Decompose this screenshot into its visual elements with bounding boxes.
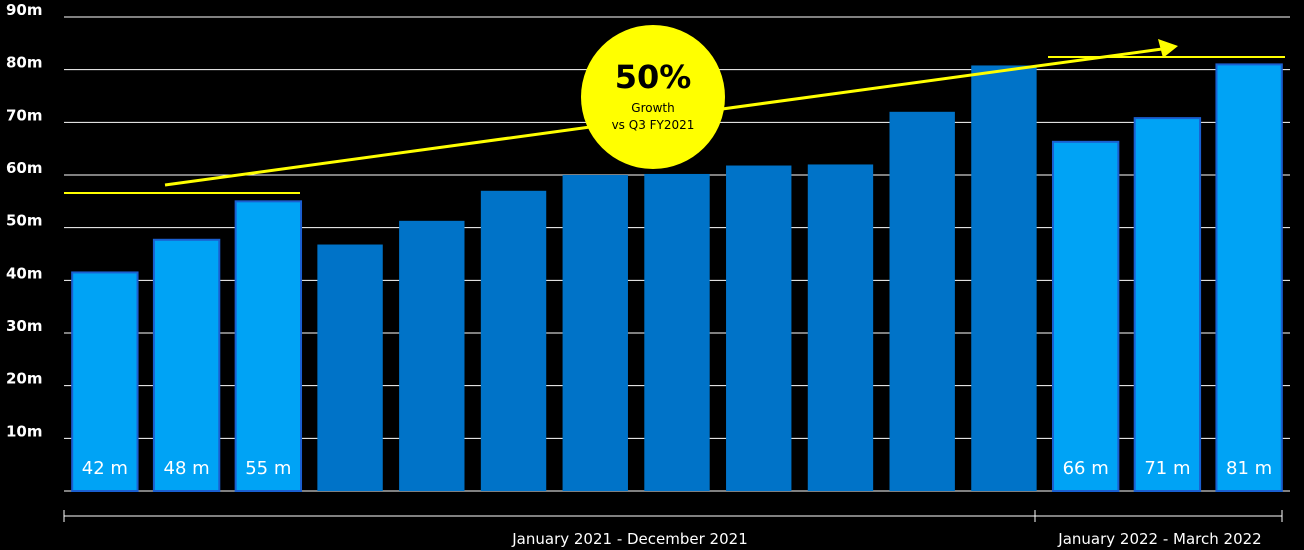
bar — [317, 244, 383, 491]
growth-badge-headline: 50% — [615, 58, 692, 96]
growth-badge-line2: vs Q3 FY2021 — [612, 118, 695, 132]
bar — [644, 173, 710, 492]
growth-arrow-head — [1158, 39, 1178, 58]
bars — [71, 63, 1283, 493]
bar — [1215, 63, 1283, 493]
growth-badge — [581, 25, 725, 169]
data-label: 71 m — [1144, 458, 1190, 479]
y-tick-label: 10m — [6, 422, 43, 440]
bar — [234, 200, 303, 492]
range-label: January 2021 - December 2021 — [511, 530, 747, 548]
bar — [889, 111, 955, 492]
y-tick-label: 80m — [6, 54, 43, 72]
data-label: 55 m — [245, 458, 291, 479]
y-tick-label: 30m — [6, 317, 43, 335]
y-tick-label: 60m — [6, 159, 43, 177]
bar — [562, 175, 628, 491]
data-labels: 42 m 48 m 55 m 66 m 71 m 81 m — [82, 458, 1272, 479]
y-tick-label: 70m — [6, 106, 43, 124]
data-label: 48 m — [164, 458, 210, 479]
bar — [480, 190, 547, 492]
growth-badge-line1: Growth — [631, 101, 674, 115]
y-tick-label: 40m — [6, 264, 43, 282]
bar — [726, 165, 792, 491]
data-label: 42 m — [82, 458, 128, 479]
bar — [807, 164, 874, 491]
growth-annotation: 50% Growth vs Q3 FY2021 — [64, 25, 1285, 194]
bar — [399, 220, 465, 491]
bar — [971, 65, 1037, 491]
y-tick-label: 90m — [6, 1, 43, 19]
bar — [1133, 117, 1202, 493]
data-label: 66 m — [1063, 458, 1109, 479]
bar — [152, 238, 221, 492]
bar — [1051, 140, 1120, 492]
y-tick-label: 20m — [6, 370, 43, 388]
bar — [71, 271, 139, 492]
range-brackets: January 2021 - December 2021 January 2022… — [63, 510, 1283, 548]
y-tick-label: 50m — [6, 212, 43, 230]
data-label: 81 m — [1226, 458, 1272, 479]
range-label: January 2022 - March 2022 — [1057, 530, 1261, 548]
